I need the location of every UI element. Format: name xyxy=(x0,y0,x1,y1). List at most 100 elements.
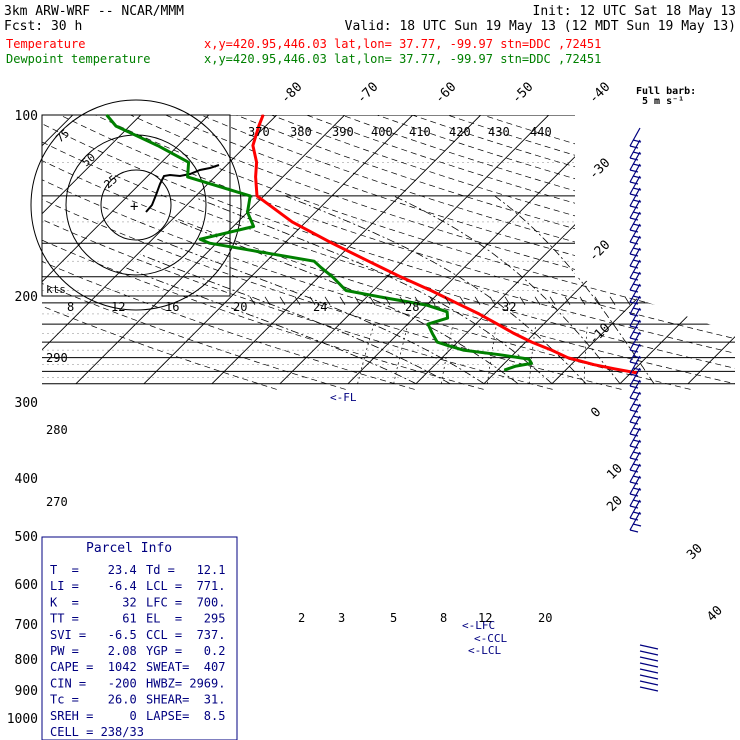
grid-lines xyxy=(0,115,735,385)
dry-adiabat-line xyxy=(42,115,735,390)
moist-adiabat-line xyxy=(285,195,587,384)
wind-barb-staff xyxy=(629,223,641,243)
tick-mark xyxy=(504,296,511,306)
temperature-point xyxy=(331,242,333,244)
isotherm-line xyxy=(687,115,735,385)
tick-mark xyxy=(489,296,496,306)
parcel-info-right: LFC = 700. xyxy=(146,595,225,609)
dewpoint-point xyxy=(528,358,530,360)
tick-mark xyxy=(534,296,541,306)
parcel-info-left: PW = 2.08 xyxy=(50,644,137,658)
hodograph-axis-label: 8 xyxy=(67,300,74,314)
parcel-info-left: CELL = 238/33 xyxy=(50,725,144,739)
wind-barb-staff xyxy=(629,247,641,267)
dewpoint-point xyxy=(331,276,334,278)
dry-adiabat-line xyxy=(42,115,484,390)
wind-barb-flag xyxy=(629,421,639,425)
wind-barb-staff xyxy=(629,331,641,351)
wind-barb-staff xyxy=(629,259,641,279)
forecast-hour: Fcst: 30 h xyxy=(4,19,82,34)
pressure-tick-label: 600 xyxy=(15,578,38,593)
mixing-ratio-line xyxy=(393,324,409,384)
dewpoint-point xyxy=(425,304,428,306)
wind-barb-staff xyxy=(629,367,641,387)
wind-barb-staff xyxy=(629,415,641,435)
mixing-ratio-line xyxy=(440,324,454,384)
lfc-label: <-LFC xyxy=(462,619,495,632)
isotherm-label: -80 xyxy=(278,80,305,107)
parcel-info-right: LCL = 771. xyxy=(146,579,225,593)
wind-barb-staff xyxy=(629,439,641,459)
init-time: Init: 12 UTC Sat 18 May 13 xyxy=(533,4,737,19)
isotherm-label: 10 xyxy=(604,461,626,483)
dewpoint-point xyxy=(115,125,117,127)
wind-barb-flag xyxy=(629,325,639,329)
isotherm-label: 20 xyxy=(604,493,626,515)
wind-barb-staff xyxy=(629,271,641,291)
isotherm-label: 0 xyxy=(588,405,604,421)
wind-barb-staff xyxy=(629,319,641,339)
temperature-profile xyxy=(251,114,638,375)
isotherm-label: -10 xyxy=(586,321,613,348)
wind-barb-staff xyxy=(629,187,641,207)
temperature-point xyxy=(613,368,616,370)
parcel-info-right: Td = 12.1 xyxy=(146,563,225,577)
wind-barb-flag xyxy=(629,193,639,197)
wind-barb-flag xyxy=(629,169,639,173)
tick-mark xyxy=(294,296,301,306)
dry-adiabat-line xyxy=(42,115,691,390)
wind-barb-staff xyxy=(629,127,641,147)
tick-mark xyxy=(624,296,631,306)
dry-adiabat-line xyxy=(235,115,735,390)
dry-adiabat-line xyxy=(482,115,735,390)
wind-barb-flag xyxy=(629,529,639,533)
isotherm-line xyxy=(0,115,5,384)
parcel-info-left: CAPE = 1042 xyxy=(50,660,137,674)
dry-adiabat-line xyxy=(130,115,735,390)
wind-barb-staff xyxy=(639,680,659,686)
isotherm-label: -40 xyxy=(586,80,613,107)
parcel-info-right: HWBZ= 2969. xyxy=(146,676,225,690)
wind-barb-staff xyxy=(629,379,641,399)
mixing-ratio-line xyxy=(583,324,588,384)
isotherm-line xyxy=(42,115,74,385)
moist-adiabats xyxy=(125,195,655,385)
dewpoint-point xyxy=(187,161,190,163)
theta-label: 410 xyxy=(409,125,431,139)
dewpoint-point xyxy=(246,211,249,213)
wind-barb-staff xyxy=(639,668,659,674)
wind-barb-staff xyxy=(629,163,641,183)
parcel-info-panel: Parcel Info T = 23.4 Td = 12.1 LI = -6.4 LC… xyxy=(41,536,238,740)
dewpoint-point xyxy=(446,317,449,319)
wind-barb-staff xyxy=(629,295,641,315)
wind-barb-staff xyxy=(629,283,641,303)
isotherm-label: -30 xyxy=(586,156,613,183)
hodograph-ring-label: 75 xyxy=(54,127,73,145)
wind-barb-flag xyxy=(629,301,639,305)
temperature-point xyxy=(455,302,457,304)
theta-label: 430 xyxy=(488,125,510,139)
dewpoint-point xyxy=(345,289,347,292)
tick-mark xyxy=(579,296,586,306)
isotherm-line xyxy=(551,115,735,385)
isotherm-line xyxy=(415,115,686,385)
wind-barb-flag xyxy=(629,181,639,185)
parcel-info-right: SHEAR= 31. xyxy=(146,693,225,707)
temperature-point xyxy=(513,332,515,335)
wind-barb-staff xyxy=(629,211,641,231)
wind-barb-flag xyxy=(629,253,639,257)
wind-barb-staff xyxy=(629,343,641,363)
pressure-tick-label: 200 xyxy=(15,290,38,305)
parcel-info-right: LAPSE= 8.5 xyxy=(146,709,225,723)
hodograph-axis-label: 20 xyxy=(233,300,247,314)
temperature-point xyxy=(258,125,260,127)
temperature-point xyxy=(256,195,258,197)
temperature-point xyxy=(430,289,432,292)
wind-barb-flag xyxy=(629,205,639,209)
hodograph-center-marker: + xyxy=(130,199,138,215)
temperature-point xyxy=(531,341,533,343)
parcel-info-title: Parcel Info xyxy=(86,541,172,556)
moist-adiabat-line xyxy=(494,195,655,384)
temperature-point xyxy=(262,114,264,116)
